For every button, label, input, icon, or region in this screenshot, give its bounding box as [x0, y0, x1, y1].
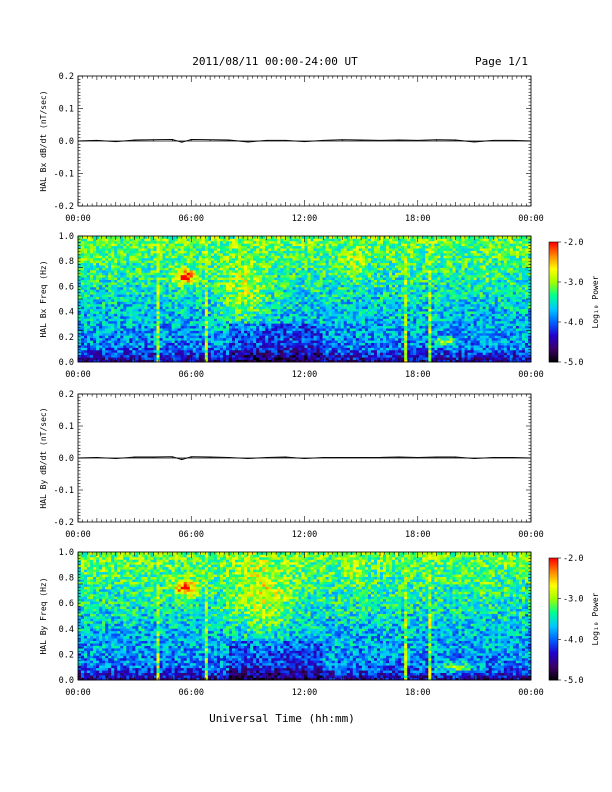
- x-tick-label: 00:00: [65, 530, 91, 540]
- y-tick-label: 0.6: [59, 599, 74, 609]
- colorbar-tick-label: -2.0: [563, 238, 583, 248]
- colorbar-frame: [548, 241, 559, 363]
- y-tick-label: 1.0: [59, 548, 74, 558]
- y-tick-label: 0.0: [59, 137, 74, 147]
- y-tick-label: 0.2: [59, 72, 74, 82]
- y-axis-label: HAL By dB/dt (nT/sec): [39, 407, 48, 508]
- page-number: Page 1/1: [475, 55, 528, 68]
- y-axis-label: HAL By Freq (Hz): [39, 577, 48, 654]
- colorbar-2: -2.0 -3.0 -4.0 -5.0 Log₁₀ Power: [548, 238, 600, 368]
- x-tick-label: 12:00: [292, 214, 318, 224]
- colorbar-tick-label: -2.0: [563, 554, 583, 564]
- x-tick-label: 12:00: [292, 688, 318, 698]
- panel-2: 00:00 06:00 12:00 18:00 00:00 1.0 0.8 0.6 0.4 0.2…: [39, 232, 544, 380]
- y-tick-label: 0.6: [59, 282, 74, 292]
- y-tick-label: 0.2: [59, 390, 74, 400]
- y-axis-label: HAL Bx dB/dt (nT/sec): [39, 90, 48, 191]
- colorbar-tick-label: -5.0: [563, 358, 583, 368]
- x-tick-label: 06:00: [178, 530, 204, 540]
- y-tick-label: 0.8: [59, 574, 74, 584]
- series-line: [77, 456, 532, 461]
- colorbar-tick-label: -4.0: [563, 635, 583, 645]
- colorbar-label: Log₁₀ Power: [591, 275, 600, 328]
- colorbar-tick-label: -3.0: [563, 595, 583, 605]
- x-tick-label: 18:00: [405, 530, 431, 540]
- x-tick-label: 06:00: [178, 688, 204, 698]
- y-tick-label: -0.2: [54, 202, 74, 212]
- y-tick-label: 0.2: [59, 650, 74, 660]
- x-axis-label: Universal Time (hh:mm): [209, 712, 355, 725]
- y-tick-label: 0.4: [59, 308, 74, 318]
- x-tick-label: 12:00: [292, 530, 318, 540]
- y-tick-label: 0.0: [59, 676, 74, 686]
- panel-1: 00:00 06:00 12:00 18:00 00:00 0.2 0.1 0.0 -0.1 -0…: [39, 72, 544, 224]
- minor-ticks: [77, 551, 532, 681]
- y-tick-label: 0.1: [59, 422, 74, 432]
- colorbar-tick-label: -5.0: [563, 676, 583, 686]
- colorbar-frame: [548, 557, 559, 681]
- x-tick-label: 12:00: [292, 370, 318, 380]
- y-tick-label: 0.1: [59, 105, 74, 115]
- x-tick-label: 06:00: [178, 214, 204, 224]
- x-tick-label: 00:00: [65, 688, 91, 698]
- panel-3: 00:00 06:00 12:00 18:00 00:00 0.2 0.1 0.0 -0.1 -0…: [39, 390, 544, 540]
- x-tick-label: 00:00: [65, 214, 91, 224]
- x-tick-label: 00:00: [518, 688, 544, 698]
- colorbar-4: -2.0 -3.0 -4.0 -5.0 Log₁₀ Power: [548, 554, 600, 686]
- y-tick-label: 0.0: [59, 358, 74, 368]
- x-tick-label: 18:00: [405, 688, 431, 698]
- x-tick-label: 18:00: [405, 370, 431, 380]
- colorbar-tick-label: -4.0: [563, 318, 583, 328]
- y-tick-label: 0.8: [59, 257, 74, 267]
- y-tick-label: 0.0: [59, 454, 74, 464]
- y-tick-label: -0.2: [54, 518, 74, 528]
- colorbar-tick-label: -3.0: [563, 278, 583, 288]
- x-tick-label: 18:00: [405, 214, 431, 224]
- x-tick-label: 00:00: [518, 530, 544, 540]
- spectrogram-image: [78, 552, 532, 681]
- y-axis-label: HAL Bx Freq (Hz): [39, 260, 48, 337]
- y-tick-label: 1.0: [59, 232, 74, 242]
- minor-ticks: [77, 75, 532, 207]
- x-tick-label: 00:00: [518, 214, 544, 224]
- x-tick-label: 00:00: [65, 370, 91, 380]
- colorbar-label: Log₁₀ Power: [591, 592, 600, 645]
- panel-4: 00:00 06:00 12:00 18:00 00:00 1.0 0.8 0.6 0.4 0.2…: [39, 548, 544, 698]
- minor-ticks: [77, 393, 532, 523]
- y-tick-label: -0.1: [54, 486, 74, 496]
- y-tick-label: -0.1: [54, 170, 74, 180]
- x-tick-label: 06:00: [178, 370, 204, 380]
- x-tick-label: 00:00: [518, 370, 544, 380]
- y-tick-label: 0.4: [59, 625, 74, 635]
- y-tick-label: 0.2: [59, 333, 74, 343]
- series-line: [77, 138, 532, 143]
- page-title: 2011/08/11 00:00-24:00 UT: [192, 55, 358, 68]
- spectrogram-image: [78, 236, 532, 363]
- minor-ticks: [77, 235, 532, 363]
- panels: 00:00 06:00 12:00 18:00 00:00 0.2 0.1 0.0 -0.1 -0…: [39, 72, 544, 698]
